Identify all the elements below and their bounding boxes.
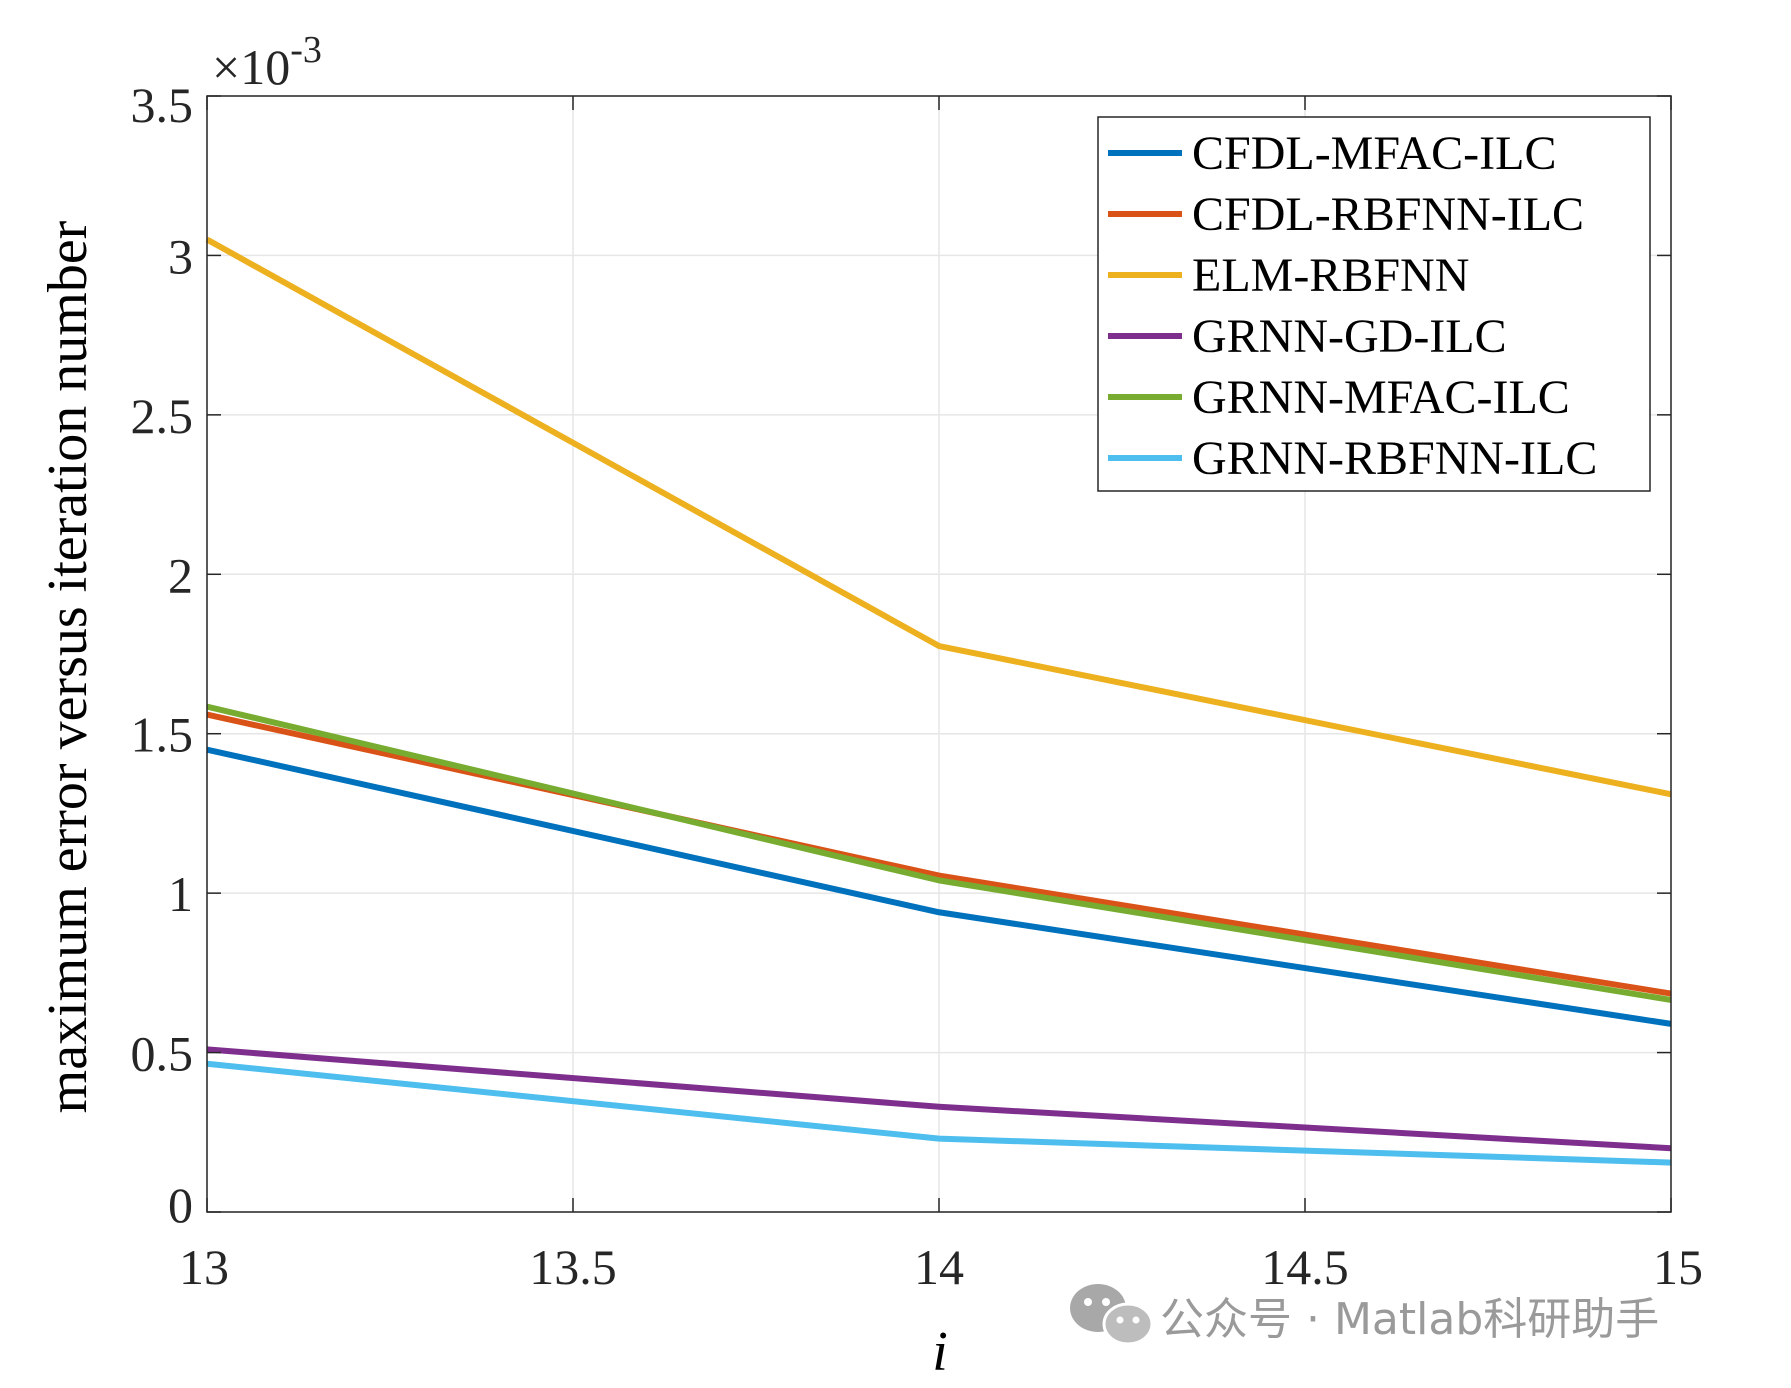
- legend-box: [1097, 116, 1651, 492]
- y-tick-label: 1.5: [131, 707, 194, 763]
- y-axis-label: maximum error versus iteration number: [37, 220, 99, 1113]
- legend-entry: GRNN-GD-ILC: [1192, 310, 1507, 363]
- y-tick-label: 2: [168, 547, 193, 603]
- y-tick-label: 3.5: [131, 77, 194, 133]
- x-tick-label: 14.5: [1261, 1239, 1349, 1295]
- wechat-icon: [1070, 1284, 1154, 1346]
- tick-labels: 13 13.5 14 14.5 15 0 0.5 1 1.5 2 2.5 3 3.5: [131, 77, 1704, 1295]
- series-line-cfdl-rbfnn-ilc: [206, 711, 1672, 997]
- legend-entry: GRNN-RBFNN-ILC: [1192, 432, 1597, 485]
- x-tick-label: 14: [914, 1239, 964, 1295]
- series-line-cfdl-mfac-ilc: [206, 746, 1672, 1027]
- y-exponent-text: ×10-3: [212, 29, 322, 95]
- y-tick-label: 2.5: [131, 388, 194, 444]
- series-line-grnn-rbfnn-ilc: [206, 1060, 1672, 1166]
- y-tick-label: 3: [168, 228, 193, 284]
- x-axis-label: i: [932, 1321, 948, 1383]
- axes-box: [206, 95, 1672, 1213]
- legend-entry: ELM-RBFNN: [1192, 249, 1469, 302]
- watermark: 公众号 · Matlab科研助手: [1070, 1284, 1659, 1346]
- x-tick-label: 13: [179, 1239, 229, 1295]
- legend-entry: GRNN-MFAC-ILC: [1192, 371, 1570, 424]
- x-tick-label: 13.5: [529, 1239, 617, 1295]
- x-tick-label: 15: [1653, 1239, 1703, 1295]
- series-line-grnn-gd-ilc: [206, 1046, 1672, 1152]
- series-line-grnn-mfac-ilc: [206, 703, 1672, 1003]
- y-exponent-label: ×10-3: [212, 29, 322, 95]
- legend-entry: CFDL-MFAC-ILC: [1192, 127, 1556, 180]
- axes: [206, 95, 1672, 1213]
- y-tick-label: 0.5: [131, 1026, 194, 1082]
- y-tick-label: 0: [168, 1177, 193, 1233]
- series-line-elm-rbfnn: [205, 236, 1672, 798]
- y-tick-label: 1: [168, 866, 193, 922]
- watermark-text: 公众号 · Matlab科研助手: [1160, 1294, 1659, 1345]
- series-lines: [205, 236, 1672, 1166]
- legend: CFDL-MFAC-ILC CFDL-RBFNN-ILC ELM-RBFNN GRNN…: [1097, 116, 1651, 492]
- legend-entry: CFDL-RBFNN-ILC: [1192, 188, 1584, 241]
